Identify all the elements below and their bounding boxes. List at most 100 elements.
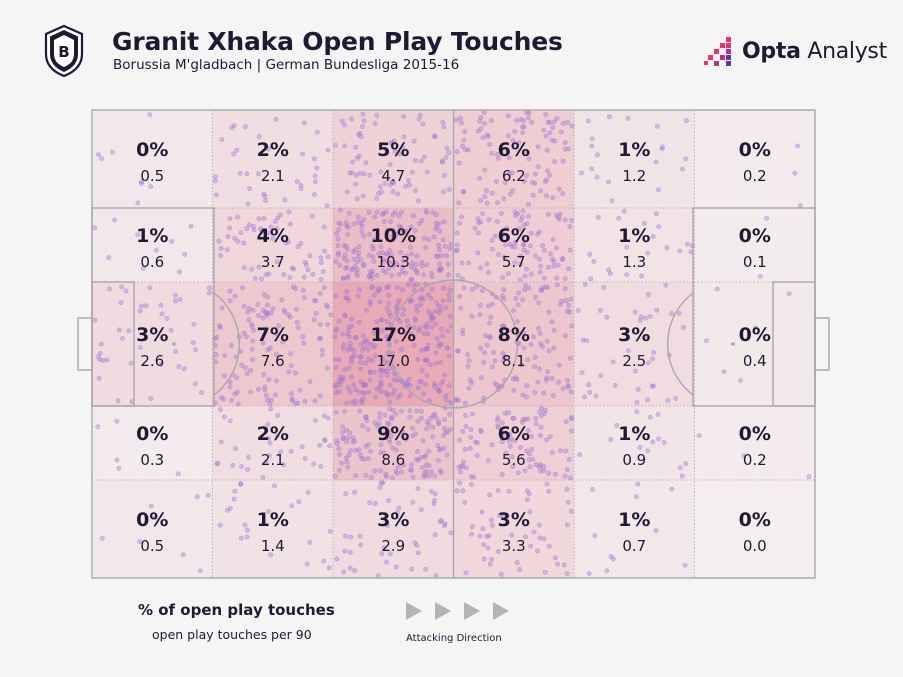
touch-dot — [398, 224, 404, 230]
touch-dot — [556, 362, 562, 368]
touch-dot — [324, 365, 330, 371]
touch-dot — [512, 244, 518, 250]
touch-dot — [663, 282, 669, 288]
touch-dot — [346, 334, 352, 340]
touch-dot — [118, 300, 124, 306]
touch-dot — [513, 296, 519, 302]
touch-dot — [444, 328, 450, 334]
touch-dot — [503, 450, 509, 456]
touch-dot — [158, 361, 164, 367]
touch-dot — [489, 301, 495, 307]
touch-dot — [378, 379, 384, 385]
touch-dot — [212, 178, 218, 184]
touch-dot — [390, 212, 396, 218]
touch-dot — [436, 261, 442, 267]
touch-dot — [684, 241, 690, 247]
touch-dot — [441, 172, 447, 178]
touch-dot — [381, 359, 387, 365]
touch-dot — [355, 132, 361, 138]
touch-dot — [529, 446, 535, 452]
touch-dot — [514, 560, 520, 566]
touch-dot — [462, 446, 468, 452]
touch-dot — [486, 320, 492, 326]
touch-dot — [415, 418, 421, 424]
touch-dot — [258, 276, 264, 282]
touch-dot — [180, 552, 186, 558]
touch-dot — [415, 198, 421, 204]
touch-dot — [394, 285, 400, 291]
heat-cell-r3-c3 — [333, 282, 454, 406]
touch-dot — [494, 417, 500, 423]
touch-dot — [418, 408, 424, 414]
touch-dot — [412, 228, 418, 234]
touch-dot — [425, 342, 431, 348]
touch-dot — [356, 319, 362, 325]
touch-dot — [481, 359, 487, 365]
touch-dot — [336, 389, 342, 395]
touch-dot — [391, 180, 397, 186]
touch-dot — [348, 359, 354, 365]
touch-dot — [295, 400, 301, 406]
touch-dot — [480, 135, 486, 141]
touch-dot — [283, 240, 289, 246]
touch-dot — [289, 503, 295, 509]
touch-dot — [367, 500, 373, 506]
touch-dot — [632, 309, 638, 315]
touch-dot — [403, 436, 409, 442]
touch-dot — [514, 319, 520, 325]
touch-dot — [582, 394, 588, 400]
touch-dot — [420, 438, 426, 444]
touch-dot — [530, 192, 536, 198]
touch-dot — [458, 120, 464, 126]
touch-dot — [232, 235, 238, 241]
touch-dot — [227, 216, 233, 222]
touch-dot — [541, 127, 547, 133]
touch-dot — [395, 394, 401, 400]
touch-dot — [413, 261, 419, 267]
touch-dot — [392, 233, 398, 239]
touch-dot — [262, 193, 268, 199]
touch-dot — [367, 273, 373, 279]
touch-dot — [280, 462, 286, 468]
touch-dot — [550, 237, 556, 243]
touch-dot — [242, 522, 248, 528]
touch-dot — [521, 247, 527, 253]
touch-dot — [342, 252, 348, 258]
touch-dot — [541, 463, 547, 469]
touch-dot — [654, 123, 660, 129]
touch-dot — [274, 259, 280, 265]
touch-dot — [593, 393, 599, 399]
touch-dot — [511, 387, 517, 393]
touch-dot — [482, 194, 488, 200]
touch-dot — [428, 270, 434, 276]
touch-dot — [266, 508, 272, 514]
touch-dot — [332, 334, 338, 340]
touch-dot — [510, 308, 516, 314]
touch-dot — [339, 331, 345, 337]
touch-dot — [225, 234, 231, 240]
touch-dot — [614, 422, 620, 428]
touch-dot — [544, 147, 550, 153]
touch-dot — [298, 241, 304, 247]
touch-dot — [446, 297, 452, 303]
touch-dot — [251, 327, 257, 333]
heat-cell-r4-c5 — [574, 406, 695, 480]
touch-dot — [645, 397, 651, 403]
touch-dot — [429, 274, 435, 280]
touch-dot — [422, 470, 428, 476]
touch-dot — [359, 347, 365, 353]
zone-pct-label: 8% — [498, 324, 530, 346]
touch-dot — [365, 347, 371, 353]
touch-dot — [656, 224, 662, 230]
touch-dot — [407, 298, 413, 304]
touch-dot — [598, 373, 604, 379]
touch-dot — [563, 298, 569, 304]
touch-dot — [565, 499, 571, 505]
touch-dot — [469, 411, 475, 417]
touch-dot — [532, 181, 538, 187]
touch-dot — [336, 220, 342, 226]
touch-dot — [568, 508, 574, 514]
touch-dot — [465, 147, 471, 153]
touch-dot — [324, 321, 330, 327]
touch-dot — [227, 298, 233, 304]
